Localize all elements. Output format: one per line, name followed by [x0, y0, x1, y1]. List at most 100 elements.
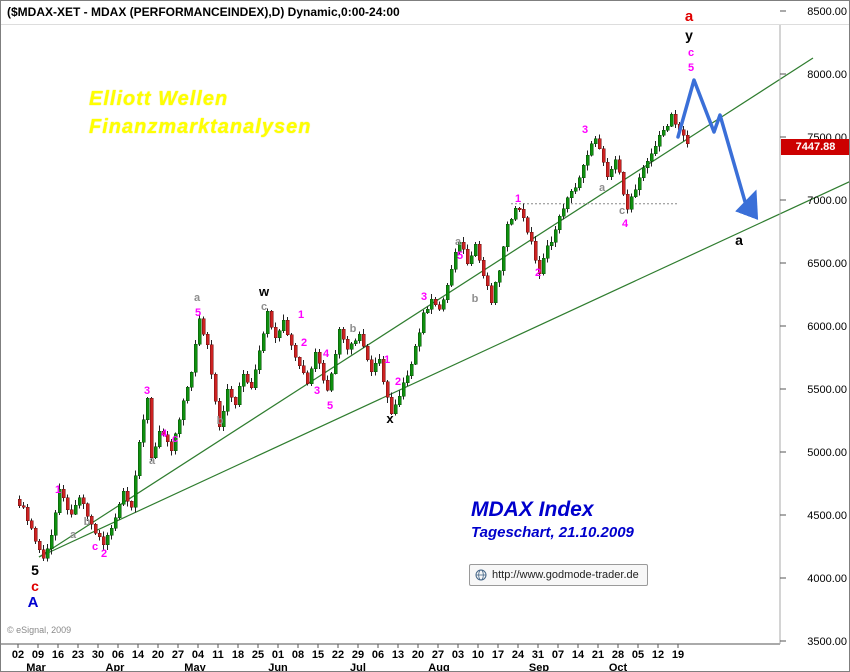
svg-text:1: 1 — [55, 484, 61, 496]
svg-text:y: y — [685, 27, 693, 43]
watermark-line1: Elliott Wellen — [89, 88, 229, 110]
projection-arrow — [676, 78, 759, 220]
svg-text:29: 29 — [352, 649, 364, 661]
svg-text:1: 1 — [515, 193, 521, 205]
svg-text:8000.00: 8000.00 — [807, 69, 847, 81]
svg-text:c: c — [31, 578, 39, 594]
svg-text:01: 01 — [272, 649, 284, 661]
svg-text:3500.00: 3500.00 — [807, 636, 847, 648]
svg-text:19: 19 — [672, 649, 684, 661]
chart-annotation: MDAX Index Tageschart, 21.10.2009 — [471, 497, 634, 543]
svg-text:23: 23 — [72, 649, 84, 661]
svg-text:4500.00: 4500.00 — [807, 510, 847, 522]
svg-text:a: a — [70, 529, 77, 541]
svg-text:Oct: Oct — [609, 662, 628, 672]
svg-text:a: a — [194, 292, 201, 304]
svg-text:15: 15 — [312, 649, 324, 661]
svg-text:5: 5 — [31, 562, 39, 578]
watermark-line2: Finanzmarktanalysen — [89, 116, 312, 138]
svg-text:2: 2 — [101, 548, 107, 560]
svg-text:Sep: Sep — [529, 662, 549, 672]
url-box: http://www.godmode-trader.de — [469, 564, 648, 586]
annotation-title: MDAX Index — [471, 498, 594, 521]
svg-text:5: 5 — [327, 400, 333, 412]
svg-text:2: 2 — [395, 376, 401, 388]
svg-text:04: 04 — [192, 649, 205, 661]
globe-icon — [475, 569, 487, 581]
svg-text:4000.00: 4000.00 — [807, 573, 847, 585]
svg-text:3: 3 — [144, 385, 150, 397]
svg-text:06: 06 — [112, 649, 124, 661]
svg-text:27: 27 — [172, 649, 184, 661]
svg-text:2: 2 — [301, 337, 307, 349]
svg-text:c: c — [688, 47, 694, 59]
svg-text:06: 06 — [372, 649, 384, 661]
svg-text:12: 12 — [652, 649, 664, 661]
svg-text:a: a — [685, 8, 694, 25]
svg-text:11: 11 — [212, 649, 224, 661]
svg-text:10: 10 — [472, 649, 484, 661]
svg-text:5500.00: 5500.00 — [807, 384, 847, 396]
svg-text:31: 31 — [532, 649, 544, 661]
svg-text:c: c — [92, 541, 98, 553]
svg-text:4: 4 — [622, 218, 629, 230]
svg-text:07: 07 — [552, 649, 564, 661]
svg-text:Apr: Apr — [106, 662, 126, 672]
svg-text:Jun: Jun — [268, 662, 288, 672]
svg-text:13: 13 — [392, 649, 404, 661]
svg-text:5: 5 — [195, 307, 201, 319]
svg-text:20: 20 — [152, 649, 164, 661]
svg-text:5: 5 — [457, 250, 463, 262]
svg-text:a: a — [735, 232, 743, 248]
svg-text:16: 16 — [52, 649, 64, 661]
svg-text:c: c — [261, 301, 267, 313]
svg-text:25: 25 — [252, 649, 264, 661]
svg-text:4: 4 — [161, 428, 168, 440]
svg-text:b: b — [217, 415, 224, 427]
svg-text:22: 22 — [332, 649, 344, 661]
svg-text:Aug: Aug — [428, 662, 449, 672]
svg-text:a: a — [599, 182, 606, 194]
svg-text:02: 02 — [12, 649, 24, 661]
svg-text:1: 1 — [298, 309, 304, 321]
chart-title: ($MDAX-XET - MDAX (PERFORMANCEINDEX),D) … — [7, 5, 400, 19]
svg-text:7000.00: 7000.00 — [807, 195, 847, 207]
svg-text:x: x — [386, 411, 394, 426]
svg-text:5000.00: 5000.00 — [807, 447, 847, 459]
svg-text:c: c — [619, 205, 625, 217]
svg-text:w: w — [258, 284, 270, 299]
svg-text:c: c — [172, 433, 178, 445]
svg-text:14: 14 — [572, 649, 585, 661]
svg-text:3: 3 — [582, 124, 588, 136]
svg-text:Mar: Mar — [26, 662, 46, 672]
svg-text:18: 18 — [232, 649, 244, 661]
svg-text:2: 2 — [535, 267, 541, 279]
svg-text:b: b — [472, 293, 479, 305]
url-text: http://www.godmode-trader.de — [492, 569, 639, 581]
svg-text:09: 09 — [32, 649, 44, 661]
svg-text:a: a — [149, 455, 156, 467]
svg-text:6000.00: 6000.00 — [807, 321, 847, 333]
svg-text:5: 5 — [688, 62, 694, 74]
copyright-note: © eSignal, 2009 — [7, 625, 72, 635]
svg-text:A: A — [28, 594, 39, 611]
svg-text:28: 28 — [612, 649, 624, 661]
axes: 8500.008000.007500.007000.006500.006000.… — [1, 6, 849, 672]
svg-text:8500.00: 8500.00 — [807, 6, 847, 18]
svg-text:03: 03 — [452, 649, 464, 661]
svg-text:4: 4 — [323, 348, 330, 360]
svg-text:27: 27 — [432, 649, 444, 661]
svg-text:3: 3 — [421, 291, 427, 303]
svg-text:30: 30 — [92, 649, 104, 661]
svg-text:14: 14 — [132, 649, 145, 661]
trend-lines — [38, 57, 849, 558]
svg-text:b: b — [84, 516, 91, 528]
svg-text:24: 24 — [512, 649, 525, 661]
candlesticks — [17, 110, 690, 562]
watermark: Elliott Wellen Finanzmarktanalysen — [89, 85, 311, 141]
svg-text:20: 20 — [412, 649, 424, 661]
svg-text:b: b — [350, 323, 357, 335]
